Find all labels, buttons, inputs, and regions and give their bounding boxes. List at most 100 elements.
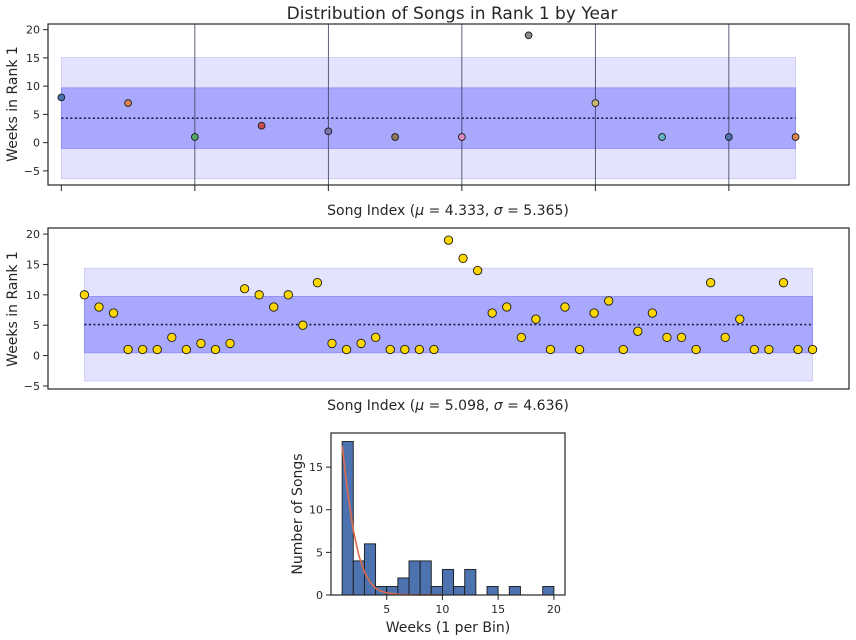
panel-3-bar — [430, 586, 443, 596]
panel-2-point — [225, 338, 235, 349]
panel-1-point — [257, 121, 266, 130]
panel-1-y-tick-label: 0 — [33, 137, 40, 150]
panel-2-y-tick-label: 5 — [33, 319, 40, 332]
panel-2-point — [196, 338, 206, 349]
panel-3-bar — [408, 560, 421, 596]
panel-2-point — [254, 290, 264, 300]
panel-1-x-ticks — [60, 185, 730, 191]
panel-2-point — [167, 332, 177, 343]
panel-2-point — [545, 344, 556, 355]
panel-1-title: Distribution of Songs in Rank 1 by Year — [287, 4, 618, 24]
panel-2-point — [705, 278, 716, 288]
panel-2-point — [633, 326, 643, 336]
panel-2-point — [429, 344, 439, 355]
panel-1-point — [391, 133, 399, 141]
panel-2-y-label: Weeks in Rank 1 — [5, 251, 21, 367]
panel-1-point — [458, 133, 466, 141]
panel-2-x-label: Song Index (μ = 5.098, σ = 4.636) — [327, 398, 569, 414]
panel-3-bar — [542, 586, 555, 596]
x-label-part-3: σ — [494, 398, 504, 414]
panel-3-bar — [419, 560, 432, 596]
panel-1-y-tick-label: 20 — [26, 24, 40, 37]
panel-2-points — [79, 235, 818, 355]
panel-1-point — [724, 133, 733, 141]
panel-2-point — [487, 308, 497, 318]
panel-2-point — [385, 344, 395, 355]
panel-3-y-tick-label: 15 — [309, 461, 323, 474]
panel-2-point — [356, 338, 366, 349]
panel-1-frame — [47, 23, 850, 186]
panel-3-x-ticks: 5 10 15 20 — [383, 595, 561, 616]
panel-3-y-label: Number of Songs — [290, 453, 306, 574]
x-label-part-0: Song Index ( — [327, 203, 415, 219]
panel-3-bar — [397, 577, 410, 596]
panel-2-point — [531, 314, 541, 324]
panel-2-point — [371, 332, 381, 343]
panel-2-point — [560, 302, 570, 312]
panel-2-point — [283, 290, 293, 300]
panel-2-point — [210, 344, 221, 355]
x-label-part-4: = 4.636 — [503, 398, 564, 414]
panel-2-y-tick-label: 10 — [26, 289, 40, 302]
panel-3-frame — [330, 432, 566, 596]
panel-1-point — [191, 133, 199, 141]
panel-2-point — [604, 296, 614, 306]
panel-3-bars — [341, 441, 555, 596]
panel-1-band-1sigma — [60, 87, 796, 149]
x-label-part-0: Song Index ( — [327, 398, 415, 414]
panel-2-y-tick-label: 0 — [33, 350, 40, 363]
panel-2-point — [108, 308, 119, 318]
panel-2-y-tick-label: 15 — [26, 258, 40, 271]
panel-3-bar — [441, 568, 455, 596]
panel-1-y-tick-label: 15 — [26, 52, 40, 65]
panel-2-point — [647, 308, 658, 318]
panel-2-point — [414, 344, 425, 355]
panel-1-point — [791, 133, 800, 141]
panel-3: 0 5 10 15 5 10 15 20 Number of Songs Weeks (1 … — [290, 432, 566, 636]
panel-1-points — [57, 31, 800, 141]
panel-2-bands — [84, 267, 813, 382]
x-label-part-1: μ — [414, 203, 424, 219]
panel-1-x-label: Song Index (μ = 4.333, σ = 5.365) — [327, 203, 569, 219]
panel-2-y-tick-label: −5 — [24, 380, 40, 393]
x-label-part-3: σ — [494, 203, 504, 219]
panel-1-point — [591, 99, 600, 107]
panel-1-bands — [60, 57, 796, 180]
panel-1-y-tick-label: 10 — [26, 80, 40, 93]
panel-2-point — [720, 332, 730, 343]
panel-3-y-tick-label: 0 — [316, 589, 323, 602]
panel-2-point — [472, 265, 483, 276]
panel-2: −5 0 5 10 15 20 Weeks in Rank 1 Song Index (μ… — [5, 227, 850, 414]
panel-3-y-tick-label: 10 — [309, 504, 323, 517]
panel-2-point — [749, 344, 759, 355]
x-label-part-5: ) — [563, 398, 568, 414]
panel-2-point — [269, 302, 279, 312]
panel-2-point — [298, 320, 308, 330]
panel-3-bar — [464, 568, 477, 596]
panel-1-y-tick-label: 5 — [33, 108, 40, 121]
x-label-part-4: = 5.365 — [503, 203, 564, 219]
panel-3-bar — [486, 586, 499, 596]
panel-3-x-tick-label: 15 — [491, 603, 505, 616]
panel-1: Distribution of Songs in Rank 1 by Year … — [5, 4, 850, 219]
panel-2-point — [400, 344, 410, 355]
panel-3-x-tick-label: 5 — [383, 603, 390, 616]
panel-2-point — [341, 344, 352, 355]
panel-2-point — [676, 332, 687, 343]
panel-2-point — [239, 284, 250, 294]
panel-2-point — [138, 344, 148, 355]
panel-2-point — [443, 235, 454, 245]
panel-2-point — [458, 253, 468, 264]
panel-2-frame — [47, 227, 850, 390]
panel-3-y-tick-label: 5 — [316, 546, 323, 559]
panel-3-bar — [508, 586, 521, 596]
panel-3-x-tick-label: 20 — [547, 603, 561, 616]
panel-2-point — [807, 344, 818, 355]
panel-2-point — [574, 344, 585, 355]
panel-2-point — [502, 302, 512, 312]
x-label-part-2: = 4.333, — [424, 203, 494, 219]
panel-2-point — [327, 338, 337, 349]
panel-2-point — [152, 344, 162, 355]
panel-2-point — [181, 344, 192, 355]
